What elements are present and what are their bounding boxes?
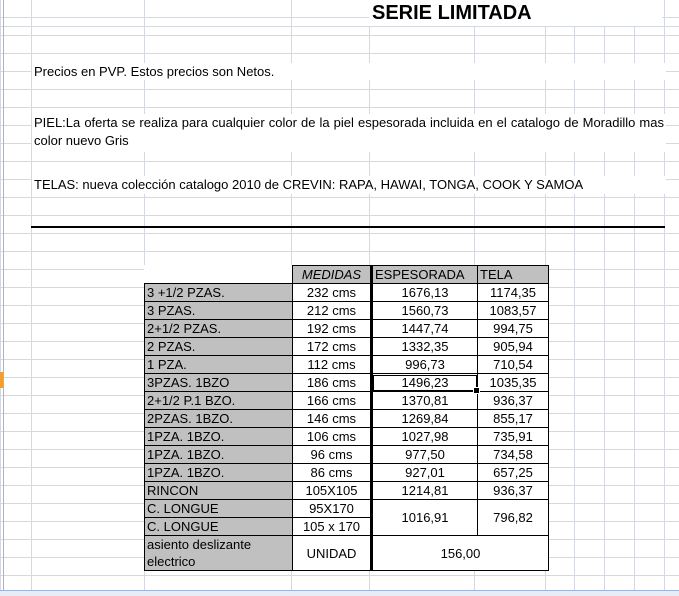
column-border [574, 0, 575, 590]
note-piel[interactable]: PIEL:La oferta se realiza para cualquier… [32, 114, 666, 152]
table-row: 1PZA. 1BZO. 96 cms 977,50 734,58 [144, 445, 549, 464]
medidas-cell[interactable]: 172 cms [292, 337, 373, 356]
model-cell[interactable]: C. LONGUE [144, 499, 293, 518]
medidas-cell[interactable]: 106 cms [292, 427, 373, 446]
tela-cell[interactable]: 905,94 [477, 337, 549, 356]
note-telas[interactable]: TELAS: nueva colección catalogo 2010 de … [32, 176, 666, 194]
table-row: RINCON 105X105 1214,81 936,37 [144, 481, 549, 500]
table-row: 1PZA. 1BZO. 86 cms 927,01 657,25 [144, 463, 549, 482]
model-cell[interactable]: 1PZA. 1BZO. [144, 427, 293, 446]
medidas-cell[interactable]: 186 cms [292, 373, 373, 392]
header-tela[interactable]: TELA [477, 265, 549, 284]
price-table: MEDIDAS ESPESORADA TELA 3 +1/2 PZAS. 232 … [144, 265, 549, 571]
table-row: 3 +1/2 PZAS. 232 cms 1676,13 1174,35 [144, 283, 549, 302]
medidas-cell[interactable]: 86 cms [292, 463, 373, 482]
tela-cell[interactable]: 855,17 [477, 409, 549, 428]
model-cell[interactable]: 3PZAS. 1BZO [144, 373, 293, 392]
table-row: 1PZA. 1BZO. 106 cms 1027,98 735,91 [144, 427, 549, 446]
tela-cell[interactable]: 936,37 [477, 481, 549, 500]
medidas-cell[interactable]: 95X170 [292, 499, 373, 518]
medidas-cell[interactable]: 105X105 [292, 481, 373, 500]
column-border [634, 0, 635, 590]
tela-cell[interactable]: 936,37 [477, 391, 549, 410]
espesorada-cell[interactable]: 1269,84 [371, 409, 478, 428]
tela-cell[interactable]: 735,91 [477, 427, 549, 446]
table-header-row: MEDIDAS ESPESORADA TELA [145, 265, 549, 284]
medidas-cell[interactable]: 105 x 170 [292, 517, 373, 536]
column-border [31, 0, 32, 590]
sheet-tabs-bar[interactable] [0, 590, 679, 596]
tela-cell[interactable]: 657,25 [477, 463, 549, 482]
note-prices[interactable]: Precios en PVP. Estos precios son Netos. [32, 63, 666, 80]
model-cell[interactable]: 2 PZAS. [144, 337, 293, 356]
espesorada-cell[interactable]: 1676,13 [371, 283, 478, 302]
model-cell[interactable]: 1 PZA. [144, 355, 293, 374]
model-cell[interactable]: RINCON [144, 481, 293, 500]
table-row: 2+1/2 PZAS. 192 cms 1447,74 994,75 [144, 319, 549, 338]
tela-cell[interactable]: 1035,35 [477, 373, 549, 392]
espesorada-cell[interactable]: 977,50 [371, 445, 478, 464]
tela-cell[interactable]: 1083,57 [477, 301, 549, 320]
espesorada-cell[interactable]: 996,73 [371, 355, 478, 374]
table-row: 2PZAS. 1BZO. 146 cms 1269,84 855,17 [144, 409, 549, 428]
espesorada-cell[interactable]: 1370,81 [371, 391, 478, 410]
column-border [604, 0, 605, 590]
column-border [664, 0, 665, 590]
model-cell[interactable]: C. LONGUE [144, 517, 293, 536]
medidas-cell[interactable]: 232 cms [292, 283, 373, 302]
espesorada-cell[interactable]: 1027,98 [371, 427, 478, 446]
empty-header-cell[interactable] [145, 266, 293, 284]
fill-handle[interactable] [473, 387, 480, 394]
price-cell[interactable]: 156,00 [371, 535, 549, 571]
espesorada-cell[interactable]: 927,01 [371, 463, 478, 482]
medidas-cell[interactable]: 112 cms [292, 355, 373, 374]
medidas-cell[interactable]: 96 cms [292, 445, 373, 464]
grid-line [0, 26, 679, 27]
model-cell[interactable]: 2PZAS. 1BZO. [144, 409, 293, 428]
model-cell[interactable]: 2+1/2 P.1 BZO. [144, 391, 293, 410]
tela-cell[interactable]: 994,75 [477, 319, 549, 338]
espesorada-cell[interactable]: 1016,91 [371, 499, 478, 536]
medidas-cell[interactable]: 166 cms [292, 391, 373, 410]
table-row: C. LONGUE 95X170 1016,91 796,82 [144, 499, 549, 536]
espesorada-cell-selected[interactable]: 1496,23 [371, 373, 480, 394]
model-cell[interactable]: 1PZA. 1BZO. [144, 463, 293, 482]
espesorada-cell[interactable]: 1560,73 [371, 301, 478, 320]
table-row: 3PZAS. 1BZO 186 cms 1496,23 1035,35 [144, 373, 549, 394]
model-cell[interactable]: 3 PZAS. [144, 301, 293, 320]
model-cell[interactable]: 3 +1/2 PZAS. [144, 283, 293, 302]
medidas-cell[interactable]: 146 cms [292, 409, 373, 428]
tela-cell[interactable]: 710,54 [477, 355, 549, 374]
model-cell[interactable]: asiento deslizante electrico [144, 535, 293, 571]
table-row: C. LONGUE 105 x 170 [144, 517, 549, 536]
header-espesorada[interactable]: ESPESORADA [371, 265, 478, 284]
espesorada-cell[interactable]: 1332,35 [371, 337, 478, 356]
separator-rule [31, 226, 665, 228]
cell-value: 1496,23 [401, 375, 449, 390]
espesorada-cell[interactable]: 1447,74 [371, 319, 478, 338]
active-row-indicator [0, 372, 3, 388]
table-row: 2 PZAS. 172 cms 1332,35 905,94 [144, 337, 549, 356]
table-row: 3 PZAS. 212 cms 1560,73 1083,57 [144, 301, 549, 320]
tela-cell[interactable]: 796,82 [477, 499, 549, 536]
medidas-cell[interactable]: 212 cms [292, 301, 373, 320]
table-row: asiento deslizante electrico UNIDAD 156,00 [144, 535, 549, 571]
table-row: 2+1/2 P.1 BZO. 166 cms 1370,81 936,37 [144, 391, 549, 410]
sheet-title[interactable]: SERIE LIMITADA [369, 0, 662, 26]
espesorada-cell[interactable]: 1214,81 [371, 481, 478, 500]
table-row: 1 PZA. 112 cms 996,73 710,54 [144, 355, 549, 374]
medidas-cell[interactable]: UNIDAD [292, 535, 373, 571]
model-cell[interactable]: 2+1/2 PZAS. [144, 319, 293, 338]
tela-cell[interactable]: 1174,35 [477, 283, 549, 302]
tela-cell[interactable]: 734,58 [477, 445, 549, 464]
model-cell[interactable]: 1PZA. 1BZO. [144, 445, 293, 464]
medidas-cell[interactable]: 192 cms [292, 319, 373, 338]
header-medidas[interactable]: MEDIDAS [292, 265, 373, 284]
row-header-edge [3, 0, 4, 590]
